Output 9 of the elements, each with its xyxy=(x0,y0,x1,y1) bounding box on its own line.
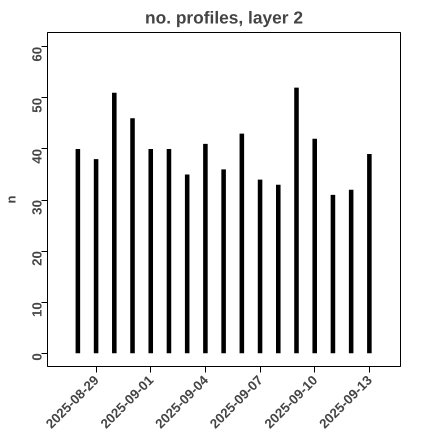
y-tick-label: 20 xyxy=(30,251,44,266)
y-tick-label: 40 xyxy=(30,148,44,164)
y-tick-label: 30 xyxy=(30,200,44,215)
y-axis-title: n xyxy=(4,195,18,204)
y-tick-label: 0 xyxy=(30,353,44,361)
y-tick-label: 60 xyxy=(30,46,44,62)
y-tick-label: 50 xyxy=(30,98,44,113)
chart-title: no. profiles, layer 2 xyxy=(145,8,303,28)
y-tick-label: 10 xyxy=(30,302,44,317)
